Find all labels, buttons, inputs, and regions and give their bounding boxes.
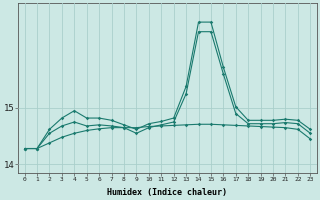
- X-axis label: Humidex (Indice chaleur): Humidex (Indice chaleur): [108, 188, 228, 197]
